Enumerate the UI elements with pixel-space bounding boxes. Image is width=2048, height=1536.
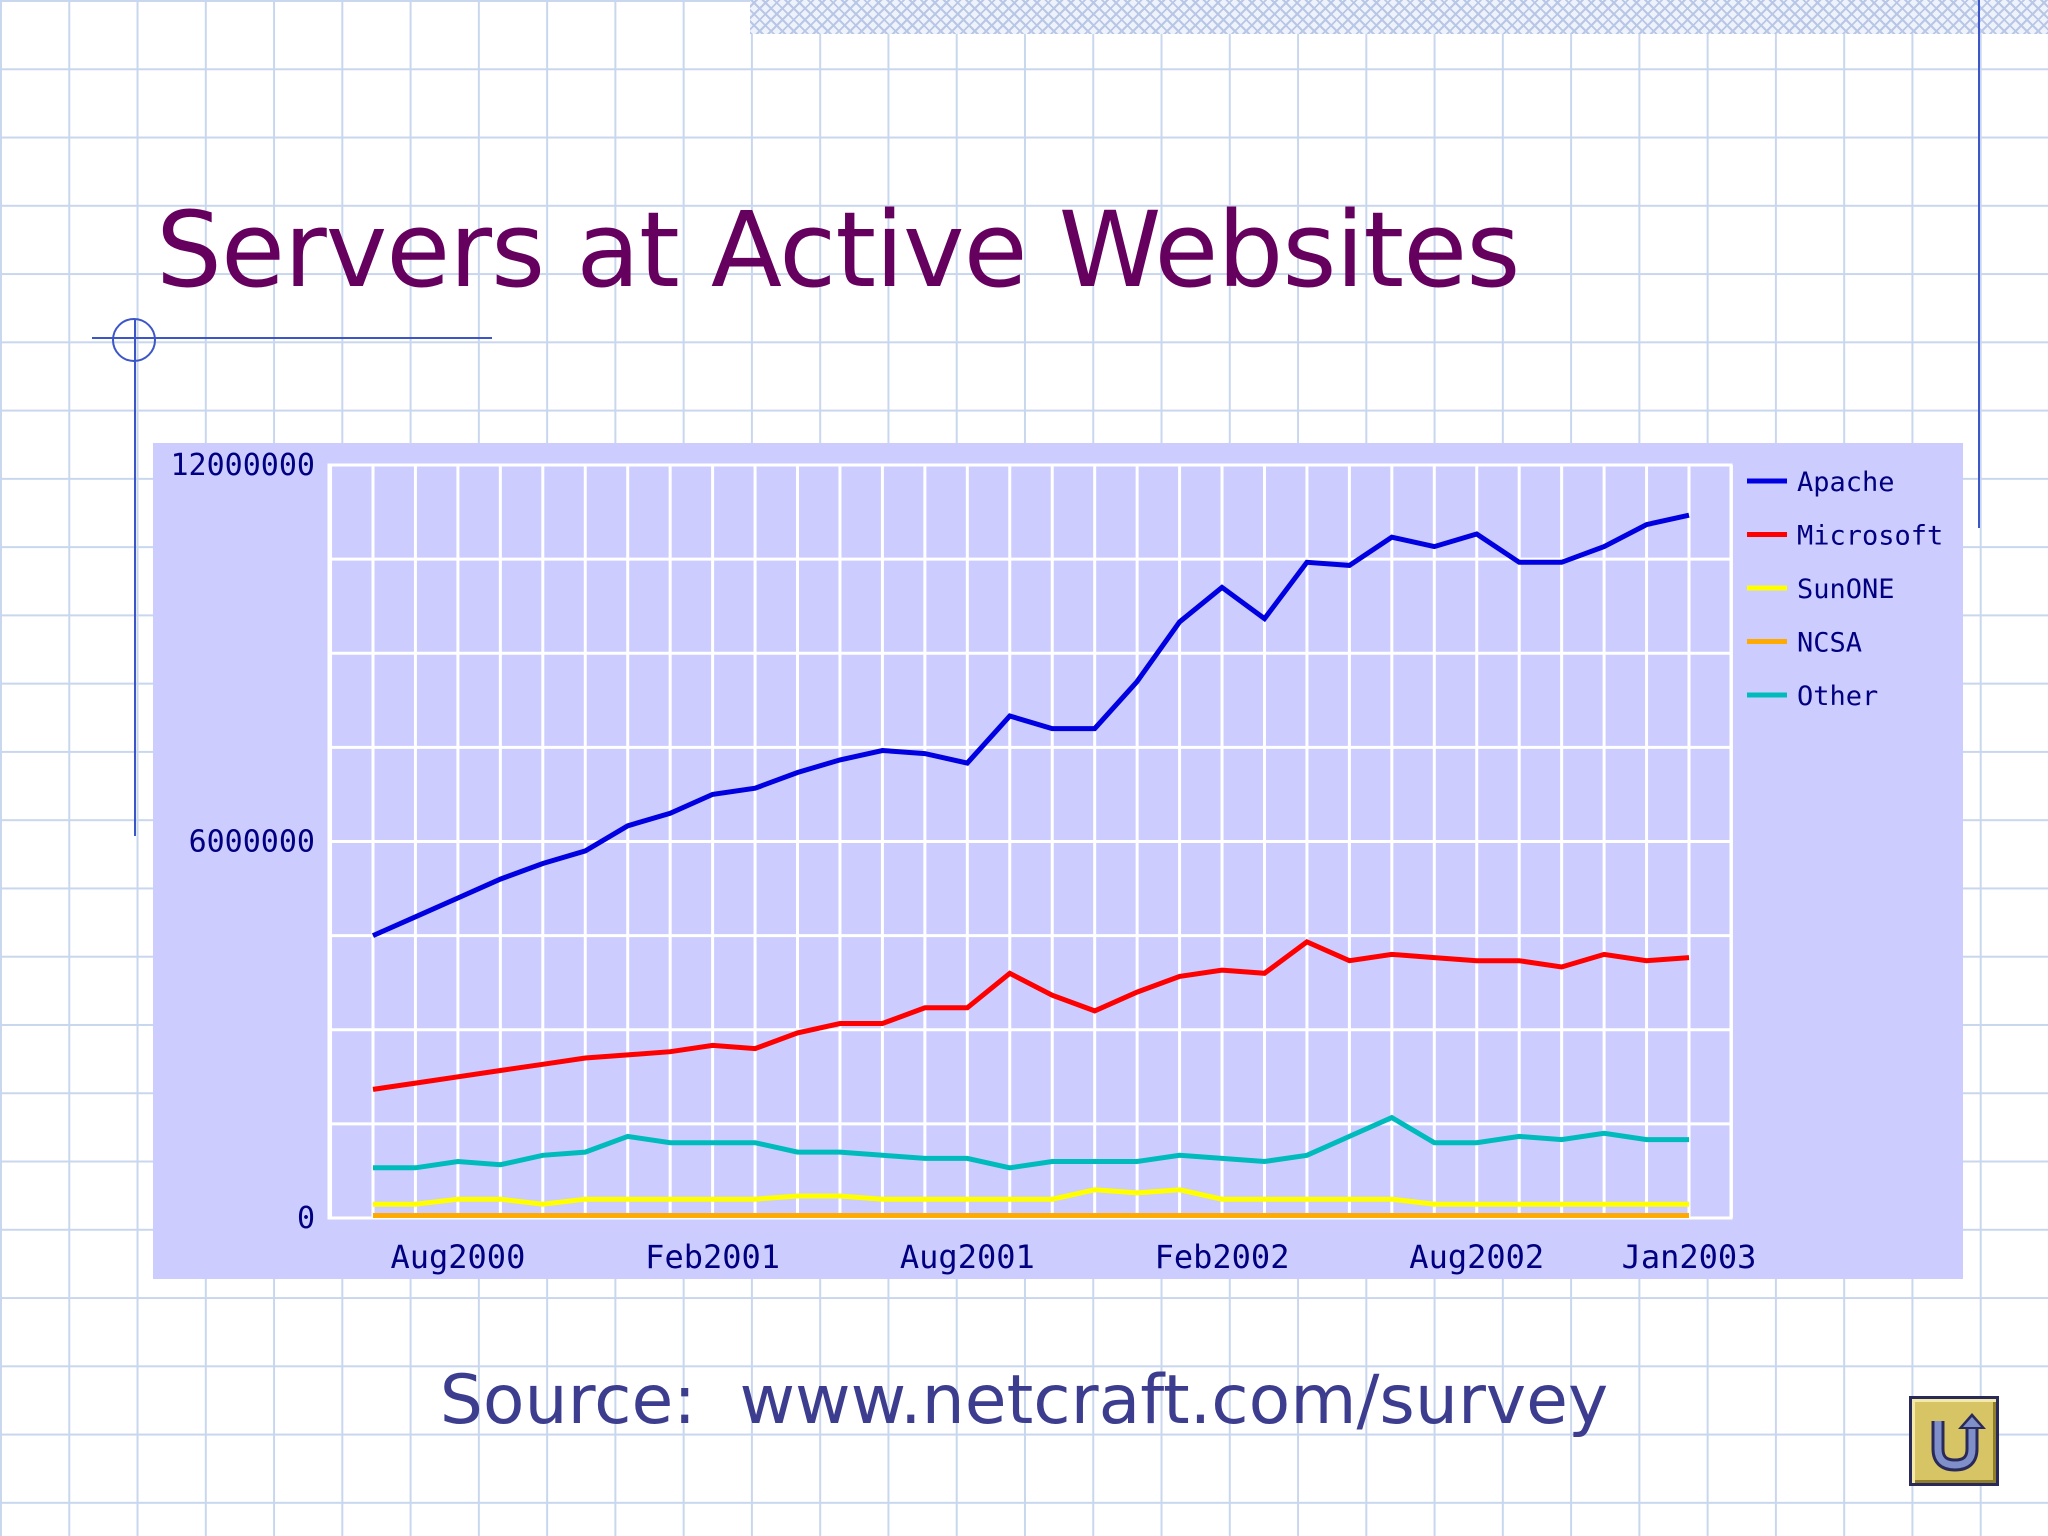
u-turn-return-icon: [1931, 1413, 1986, 1472]
x-tick-label: Jan2003: [1622, 1238, 1757, 1276]
legend-label-other: Other: [1797, 681, 1878, 712]
x-tick-label: Feb2002: [1155, 1238, 1290, 1276]
y-tick-label: 0: [297, 1201, 315, 1236]
x-tick-label: Feb2001: [645, 1238, 780, 1276]
chart-canvas: 0 6000000 12000000 Aug2000 Feb2001 Aug2001 Feb…: [171, 448, 1944, 1276]
y-tick-label: 6000000: [189, 825, 315, 860]
x-tick-label: Aug2002: [1409, 1238, 1544, 1276]
x-tick-label: Aug2000: [390, 1238, 525, 1276]
line-chart: 0 6000000 12000000 Aug2000 Feb2001 Aug2001 Feb…: [153, 443, 1963, 1279]
legend-label-microsoft: Microsoft: [1797, 521, 1943, 552]
left-vertical-rule: [134, 320, 136, 836]
legend-label-sunone: SunONE: [1797, 574, 1895, 605]
x-tick-label: Aug2001: [900, 1238, 1035, 1276]
top-pattern-band: [750, 0, 2048, 34]
legend-label-ncsa: NCSA: [1797, 628, 1862, 659]
series-line-microsoft: [372, 939, 1690, 1092]
series-line-sunone: [373, 1187, 1689, 1207]
series-line-apache: [371, 512, 1690, 938]
right-vertical-rule: [1978, 0, 1980, 528]
source-note: Source: www.netcraft.com/survey: [439, 1361, 1609, 1440]
page-title: Servers at Active Websites: [156, 189, 1520, 311]
title-underline-rule: [92, 337, 492, 339]
series-line-other: [373, 1114, 1689, 1171]
y-tick-label: 12000000: [171, 448, 316, 483]
legend-label-apache: Apache: [1797, 467, 1895, 498]
return-button[interactable]: [1909, 1396, 1999, 1486]
circle-ornament: [112, 318, 156, 362]
